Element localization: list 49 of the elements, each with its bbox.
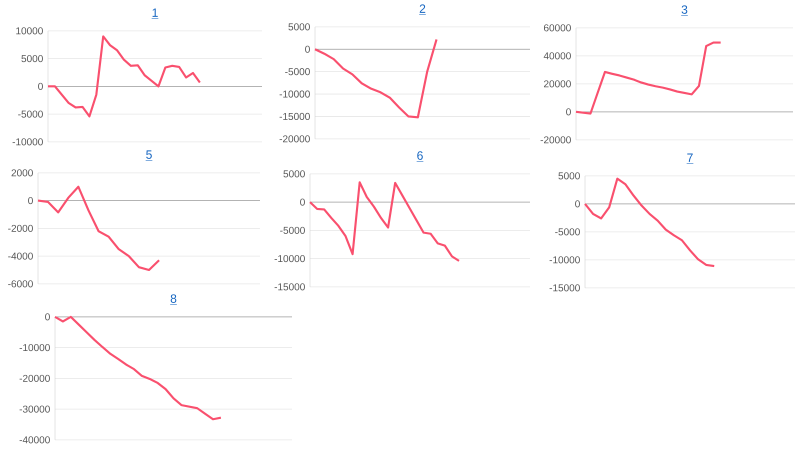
y-tick-label: -15000 xyxy=(550,284,580,292)
y-tick-label: 0 xyxy=(575,200,580,208)
chart-title: 3 xyxy=(682,5,688,14)
line-series xyxy=(584,178,716,268)
chart-title: 5 xyxy=(146,150,152,159)
y-tick-label: -10000 xyxy=(280,90,310,98)
y-tick-label: 0 xyxy=(300,198,305,206)
y-tick-label: 40000 xyxy=(544,52,571,60)
y-tick-label: -5000 xyxy=(18,110,43,118)
y-tick-label: 20000 xyxy=(544,80,571,88)
y-tick-label: 0 xyxy=(305,46,310,53)
y-tick-label: -4000 xyxy=(8,252,33,260)
y-tick-label: 0 xyxy=(28,197,33,204)
y-tick-label: -5000 xyxy=(280,226,305,234)
y-tick-label: 5000 xyxy=(283,170,305,178)
y-tick-label: 10000 xyxy=(16,27,43,34)
y-tick-label: -20000 xyxy=(540,136,571,144)
y-tick-label: -40000 xyxy=(20,436,50,444)
y-tick-label: -10000 xyxy=(20,344,50,352)
y-tick-label: 5000 xyxy=(288,23,310,30)
line-series xyxy=(314,38,438,118)
y-tick-label: -20000 xyxy=(20,374,50,382)
line-series xyxy=(46,35,201,118)
line-series xyxy=(308,181,460,262)
y-tick-label: 5000 xyxy=(558,172,580,180)
y-tick-label: 0 xyxy=(38,82,43,90)
chart-title: 2 xyxy=(420,4,426,13)
chart-title: 6 xyxy=(417,151,423,160)
y-tick-label: -20000 xyxy=(280,135,310,142)
y-tick-label: 2000 xyxy=(12,169,33,176)
y-tick-label: -10000 xyxy=(274,255,305,262)
y-tick-label: 0 xyxy=(566,108,571,116)
line-series xyxy=(574,42,722,115)
y-tick-label: -15000 xyxy=(274,283,305,290)
y-tick-label: -15000 xyxy=(280,112,310,120)
y-tick-label: -5000 xyxy=(555,228,580,236)
y-tick-label: -2000 xyxy=(8,224,33,232)
y-tick-label: -10000 xyxy=(550,256,580,264)
y-tick-label: -5000 xyxy=(285,68,310,76)
chart-title: 8 xyxy=(170,294,176,303)
y-tick-label: 0 xyxy=(45,313,50,320)
chart-title: 7 xyxy=(687,154,693,162)
chart-title: 1 xyxy=(152,8,158,17)
y-tick-label: 60000 xyxy=(544,24,571,32)
y-tick-label: -30000 xyxy=(20,406,50,413)
y-tick-label: -6000 xyxy=(8,280,33,288)
line-series xyxy=(36,186,160,272)
y-tick-label: 5000 xyxy=(21,55,43,62)
y-tick-label: -10000 xyxy=(12,138,43,146)
